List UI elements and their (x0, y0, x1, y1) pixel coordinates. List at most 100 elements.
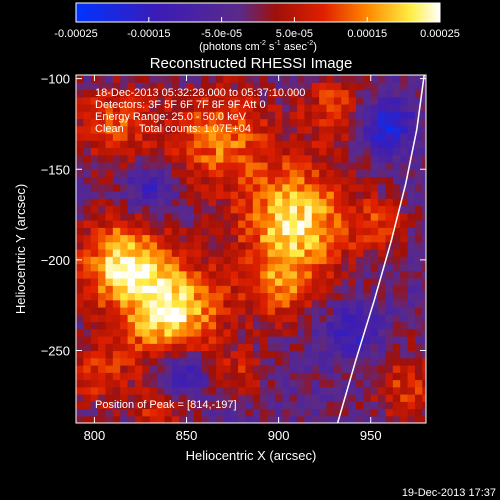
heatmap-cell (378, 328, 387, 337)
heatmap-cell (76, 227, 84, 236)
heatmap-cell (333, 365, 342, 373)
heatmap-cell (238, 89, 247, 98)
heatmap-cell (400, 133, 409, 141)
heatmap-cell (422, 89, 426, 98)
heatmap-cell (348, 415, 357, 423)
heatmap-cell (326, 89, 335, 98)
heatmap-cell (171, 336, 180, 344)
heatmap-cell (98, 176, 107, 185)
heatmap-cell (341, 328, 350, 337)
x-tick-label: 950 (360, 428, 382, 443)
heatmap-cell (311, 408, 320, 417)
heatmap-cell (245, 147, 254, 156)
heatmap-cell (297, 162, 306, 170)
heatmap-cell (363, 285, 372, 294)
heatmap-cell (356, 183, 364, 192)
heatmap-cell (83, 118, 92, 127)
heatmap-cell (149, 104, 158, 112)
heatmap-cell (304, 386, 313, 395)
heatmap-cell (230, 365, 239, 373)
heatmap-cell (193, 365, 202, 373)
heatmap-cell (120, 408, 129, 417)
heatmap-cell (223, 292, 232, 301)
heatmap-cell (304, 191, 313, 199)
heatmap-cell (392, 343, 401, 352)
heatmap-cell (267, 75, 276, 83)
heatmap-cell (208, 263, 217, 272)
heatmap-cell (282, 328, 291, 337)
heatmap-cell (216, 336, 224, 344)
heatmap-cell (289, 125, 298, 134)
heatmap-cell (304, 89, 313, 98)
heatmap-cell (149, 285, 158, 294)
heatmap-cell (333, 104, 342, 112)
heatmap-cell (311, 183, 320, 192)
heatmap-cell (422, 147, 426, 156)
heatmap-cell (90, 183, 99, 192)
heatmap-cell (304, 241, 313, 250)
heatmap-cell (311, 314, 320, 323)
heatmap-cell (348, 285, 357, 294)
heatmap-cell (216, 321, 224, 330)
heatmap-cell (297, 205, 306, 214)
heatmap-cell (120, 350, 129, 359)
heatmap-cell (179, 270, 188, 279)
heatmap-cell (134, 154, 143, 163)
heatmap-cell (274, 263, 283, 272)
heatmap-cell (193, 386, 202, 395)
heatmap-cell (134, 176, 143, 185)
heatmap-cell (400, 365, 409, 373)
heatmap-cell (223, 386, 232, 395)
heatmap-cell (76, 191, 84, 199)
heatmap-cell (98, 140, 107, 149)
heatmap-cell (245, 408, 254, 417)
heatmap-cell (201, 133, 210, 141)
heatmap-cell (179, 198, 188, 207)
heatmap-cell (356, 140, 364, 149)
heatmap-cell (348, 241, 357, 250)
heatmap-cell (245, 350, 254, 359)
heatmap-cell (260, 285, 269, 294)
heatmap-cell (134, 169, 143, 178)
heatmap-cell (164, 220, 173, 228)
x-axis-label: Heliocentric X (arcsec) (186, 448, 317, 463)
heatmap-cell (363, 278, 372, 286)
heatmap-cell (267, 118, 276, 127)
heatmap-cell (171, 111, 180, 120)
heatmap-cell (120, 212, 129, 221)
heatmap-cell (179, 336, 188, 344)
heatmap-cell (333, 292, 342, 301)
heatmap-cell (289, 379, 298, 388)
heatmap-cell (216, 227, 224, 236)
heatmap-cell (208, 140, 217, 149)
heatmap-cell (171, 198, 180, 207)
heatmap-cell (157, 104, 166, 112)
heatmap-cell (193, 307, 202, 315)
heatmap-cell (193, 89, 202, 98)
heatmap-cell (267, 205, 276, 214)
heatmap-cell (414, 278, 423, 286)
heatmap-cell (326, 415, 335, 423)
heatmap-cell (414, 118, 423, 127)
heatmap-cell (245, 169, 254, 178)
heatmap-cell (392, 350, 401, 359)
heatmap-cell (157, 220, 166, 228)
heatmap-cell (230, 241, 239, 250)
heatmap-cell (208, 133, 217, 141)
heatmap-cell (407, 198, 416, 207)
heatmap-cell (333, 307, 342, 315)
heatmap-cell (164, 278, 173, 286)
heatmap-cell (274, 357, 283, 366)
heatmap-cell (267, 212, 276, 221)
heatmap-cell (385, 205, 394, 214)
heatmap-cell (400, 249, 409, 257)
heatmap-cell (142, 162, 151, 170)
heatmap-cell (400, 314, 409, 323)
heatmap-cell (98, 227, 107, 236)
heatmap-cell (186, 205, 195, 214)
heatmap-cell (245, 118, 254, 127)
heatmap-cell (83, 183, 92, 192)
heatmap-cell (385, 357, 394, 366)
heatmap-cell (245, 82, 254, 91)
heatmap-cell (363, 299, 372, 308)
